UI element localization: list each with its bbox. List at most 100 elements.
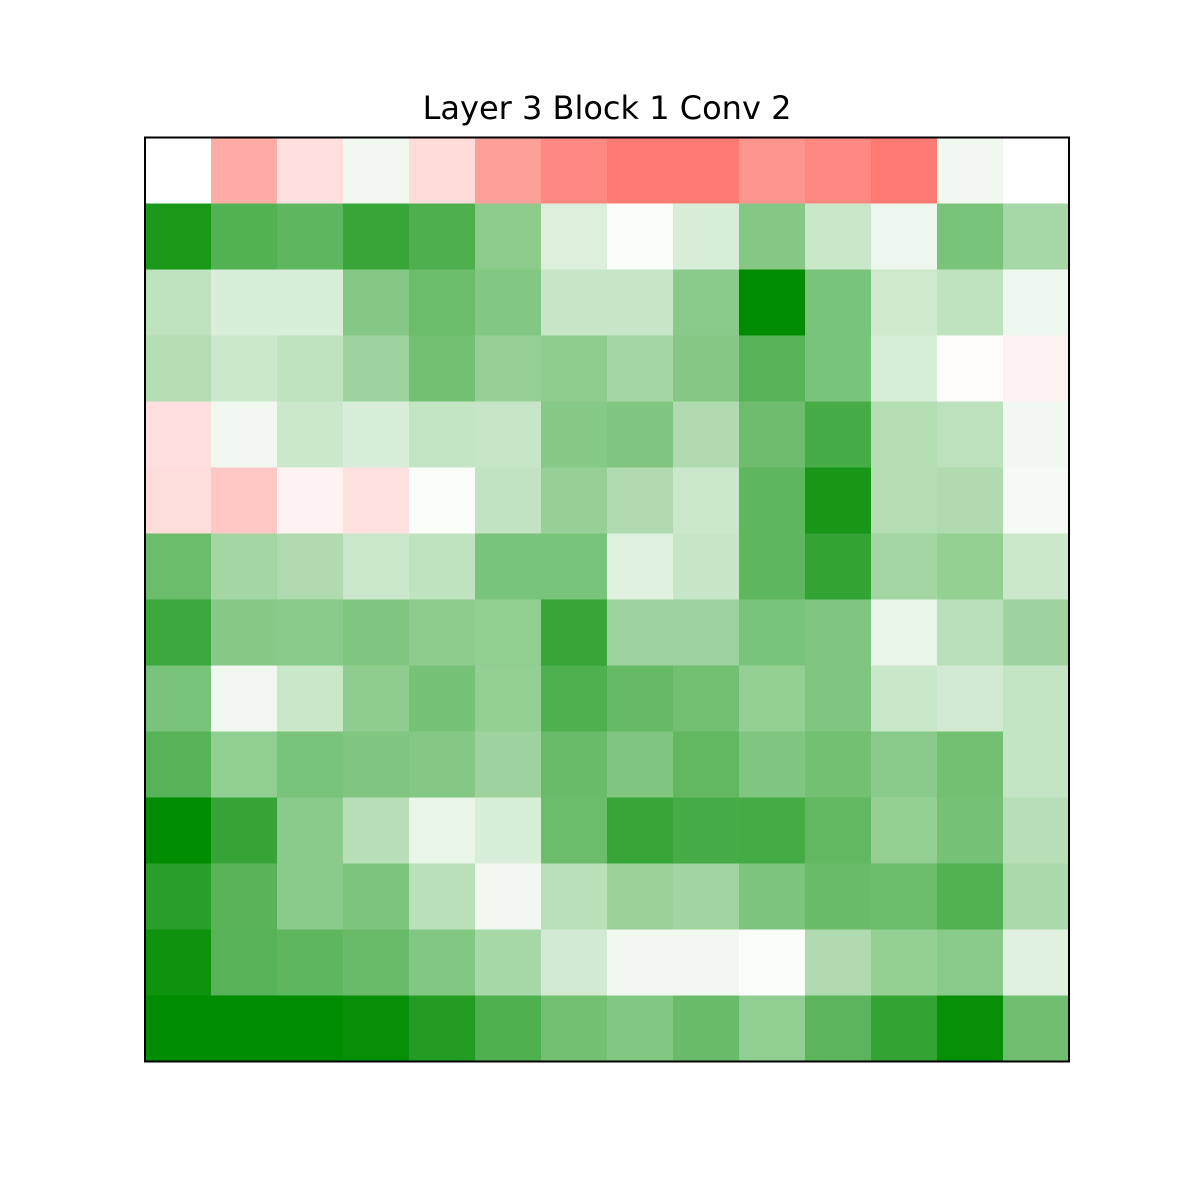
heatmap-cell-r5-c6 xyxy=(541,467,608,535)
heatmap-cell-r0-c7 xyxy=(607,137,674,205)
heatmap-cell-r12-c13 xyxy=(1003,929,1070,997)
heatmap-cell-r12-c8 xyxy=(673,929,740,997)
heatmap-cell-r1-c2 xyxy=(277,203,344,271)
heatmap-cell-r6-c12 xyxy=(937,533,1004,601)
heatmap-cell-r11-c8 xyxy=(673,863,740,931)
heatmap-cell-r4-c11 xyxy=(871,401,938,469)
heatmap-cell-r7-c13 xyxy=(1003,599,1070,667)
heatmap-cell-r0-c11 xyxy=(871,137,938,205)
heatmap-cell-r8-c6 xyxy=(541,665,608,733)
heatmap-cell-r7-c6 xyxy=(541,599,608,667)
heatmap-cell-r11-c12 xyxy=(937,863,1004,931)
heatmap-cell-r5-c3 xyxy=(343,467,410,535)
heatmap-cell-r9-c2 xyxy=(277,731,344,799)
heatmap-cell-r12-c4 xyxy=(409,929,476,997)
heatmap-cell-r7-c11 xyxy=(871,599,938,667)
heatmap-cell-r4-c13 xyxy=(1003,401,1070,469)
heatmap-cell-r3-c8 xyxy=(673,335,740,403)
heatmap-cell-r3-c10 xyxy=(805,335,872,403)
heatmap-cell-r11-c0 xyxy=(145,863,212,931)
heatmap-cell-r5-c5 xyxy=(475,467,542,535)
heatmap-cell-r13-c3 xyxy=(343,995,410,1063)
heatmap-cell-r1-c9 xyxy=(739,203,806,271)
heatmap-cell-r0-c8 xyxy=(673,137,740,205)
heatmap-cell-r10-c9 xyxy=(739,797,806,865)
heatmap-cell-r4-c10 xyxy=(805,401,872,469)
heatmap-cell-r11-c7 xyxy=(607,863,674,931)
heatmap-cell-r9-c8 xyxy=(673,731,740,799)
heatmap-cell-r10-c0 xyxy=(145,797,212,865)
heatmap-cell-r12-c6 xyxy=(541,929,608,997)
heatmap-cell-r9-c5 xyxy=(475,731,542,799)
heatmap-cell-r1-c0 xyxy=(145,203,212,271)
heatmap-cell-r0-c5 xyxy=(475,137,542,205)
heatmap-cell-r1-c4 xyxy=(409,203,476,271)
heatmap-cell-r3-c9 xyxy=(739,335,806,403)
heatmap-cell-r6-c13 xyxy=(1003,533,1070,601)
heatmap-cell-r5-c7 xyxy=(607,467,674,535)
heatmap-cell-r12-c1 xyxy=(211,929,278,997)
heatmap-cell-r9-c7 xyxy=(607,731,674,799)
heatmap-cell-r9-c11 xyxy=(871,731,938,799)
heatmap-cell-r7-c9 xyxy=(739,599,806,667)
chart-title: Layer 3 Block 1 Conv 2 xyxy=(422,89,792,127)
heatmap-cell-r6-c2 xyxy=(277,533,344,601)
heatmap-cell-r13-c9 xyxy=(739,995,806,1063)
heatmap-cell-r1-c3 xyxy=(343,203,410,271)
heatmap-cell-r8-c12 xyxy=(937,665,1004,733)
heatmap-cell-r2-c5 xyxy=(475,269,542,337)
heatmap-cell-r13-c2 xyxy=(277,995,344,1063)
heatmap-cell-r0-c6 xyxy=(541,137,608,205)
heatmap-cell-r10-c10 xyxy=(805,797,872,865)
heatmap-cell-r12-c5 xyxy=(475,929,542,997)
heatmap-cell-r2-c11 xyxy=(871,269,938,337)
heatmap-cell-r7-c5 xyxy=(475,599,542,667)
heatmap-cell-r11-c1 xyxy=(211,863,278,931)
heatmap-cell-r7-c12 xyxy=(937,599,1004,667)
heatmap-cell-r13-c8 xyxy=(673,995,740,1063)
heatmap-cell-r10-c12 xyxy=(937,797,1004,865)
heatmap-cell-r6-c11 xyxy=(871,533,938,601)
heatmap-cell-r6-c3 xyxy=(343,533,410,601)
heatmap-cell-r0-c1 xyxy=(211,137,278,205)
heatmap-cell-r8-c2 xyxy=(277,665,344,733)
heatmap-cell-r10-c2 xyxy=(277,797,344,865)
heatmap-cell-r1-c7 xyxy=(607,203,674,271)
heatmap-cell-r4-c8 xyxy=(673,401,740,469)
heatmap-cell-r4-c3 xyxy=(343,401,410,469)
heatmap-cells xyxy=(145,137,1070,1063)
heatmap-cell-r4-c7 xyxy=(607,401,674,469)
heatmap-cell-r0-c13 xyxy=(1003,137,1070,205)
heatmap-cell-r0-c2 xyxy=(277,137,344,205)
heatmap-cell-r9-c6 xyxy=(541,731,608,799)
heatmap-cell-r9-c9 xyxy=(739,731,806,799)
heatmap-cell-r11-c6 xyxy=(541,863,608,931)
heatmap-cell-r2-c6 xyxy=(541,269,608,337)
heatmap-cell-r2-c13 xyxy=(1003,269,1070,337)
heatmap-cell-r7-c7 xyxy=(607,599,674,667)
heatmap-cell-r1-c1 xyxy=(211,203,278,271)
heatmap-cell-r4-c1 xyxy=(211,401,278,469)
heatmap-cell-r3-c13 xyxy=(1003,335,1070,403)
heatmap-cell-r8-c7 xyxy=(607,665,674,733)
heatmap-cell-r7-c4 xyxy=(409,599,476,667)
heatmap-cell-r1-c12 xyxy=(937,203,1004,271)
heatmap-cell-r9-c1 xyxy=(211,731,278,799)
heatmap-cell-r5-c8 xyxy=(673,467,740,535)
heatmap-cell-r8-c10 xyxy=(805,665,872,733)
heatmap-cell-r2-c1 xyxy=(211,269,278,337)
heatmap-cell-r0-c12 xyxy=(937,137,1004,205)
heatmap-cell-r7-c8 xyxy=(673,599,740,667)
heatmap-cell-r0-c3 xyxy=(343,137,410,205)
heatmap-cell-r12-c2 xyxy=(277,929,344,997)
heatmap-cell-r1-c11 xyxy=(871,203,938,271)
heatmap-cell-r7-c10 xyxy=(805,599,872,667)
heatmap-cell-r11-c9 xyxy=(739,863,806,931)
heatmap-cell-r4-c5 xyxy=(475,401,542,469)
heatmap-cell-r13-c6 xyxy=(541,995,608,1063)
heatmap-cell-r10-c6 xyxy=(541,797,608,865)
heatmap-cell-r7-c2 xyxy=(277,599,344,667)
heatmap-cell-r9-c10 xyxy=(805,731,872,799)
heatmap-cell-r0-c9 xyxy=(739,137,806,205)
